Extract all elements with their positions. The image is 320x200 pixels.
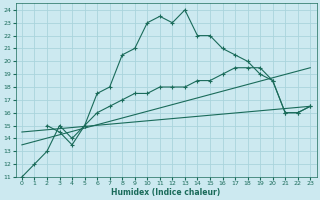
X-axis label: Humidex (Indice chaleur): Humidex (Indice chaleur) [111,188,221,197]
